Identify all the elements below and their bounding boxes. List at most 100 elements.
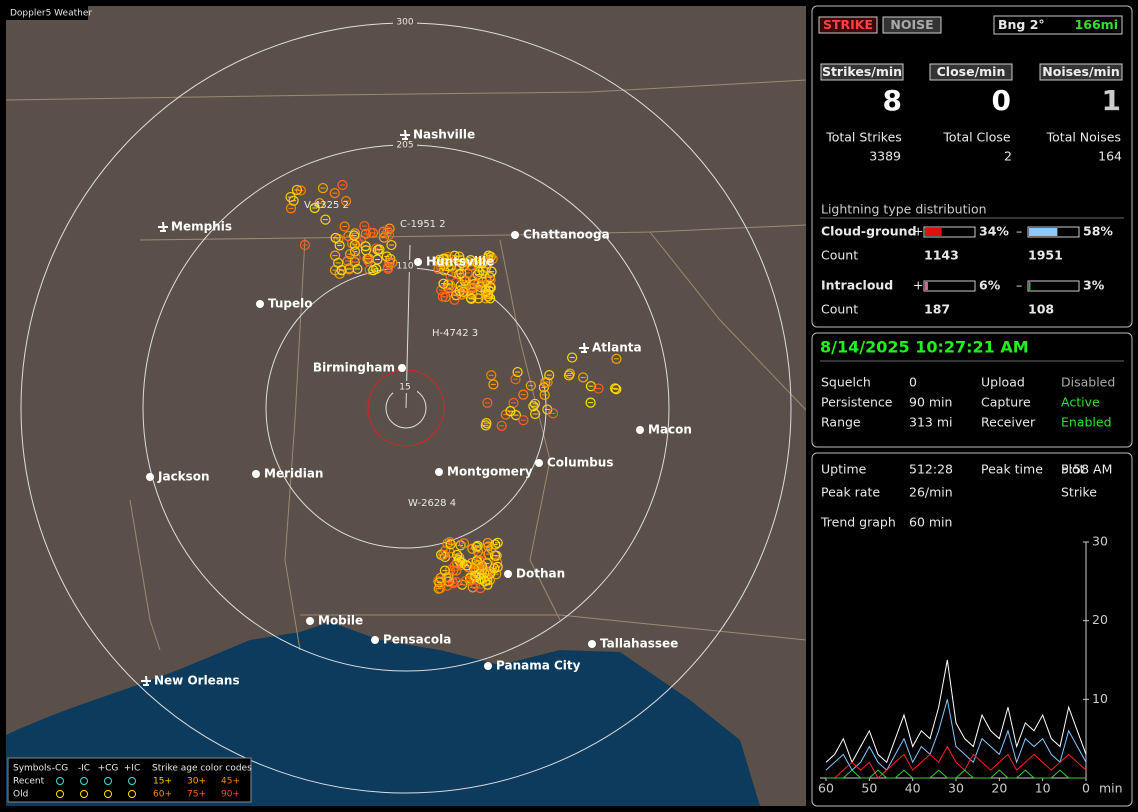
city-label: Dothan (516, 567, 565, 581)
strike (339, 221, 350, 232)
city-label: Panama City (496, 659, 581, 673)
strike (585, 381, 597, 392)
ring-label: 300 (396, 18, 413, 28)
setting: 313 mi (909, 415, 952, 430)
bearing: Bng 2° (998, 17, 1045, 32)
city-label: Columbus (547, 456, 614, 470)
percent-bar (925, 282, 928, 290)
strike (611, 384, 622, 395)
strike (483, 549, 494, 560)
button-label[interactable]: Noises/min (1042, 64, 1119, 79)
strike (609, 383, 621, 394)
city-dot (435, 468, 443, 476)
strike (462, 267, 473, 279)
button-label[interactable]: Strikes/min (822, 64, 902, 79)
strike (432, 576, 444, 587)
airport-icon (400, 129, 410, 141)
strike (510, 374, 521, 385)
strike (360, 228, 371, 240)
strike (486, 543, 497, 554)
setting: Active (1061, 395, 1100, 410)
strike (482, 579, 493, 590)
strike (482, 252, 493, 264)
strike (480, 420, 491, 431)
percent: 58% (1083, 224, 1113, 239)
strike (445, 539, 456, 550)
trend-info: Plot (1061, 462, 1085, 477)
strike (285, 203, 297, 214)
button[interactable] (929, 63, 1013, 81)
setting: Receiver (981, 415, 1036, 430)
legend-symbol (80, 777, 88, 785)
button[interactable] (820, 63, 904, 81)
strike (458, 538, 470, 549)
trend-line (826, 745, 1087, 779)
trend-info: 26/min (909, 485, 953, 500)
distance: 166mi (1075, 17, 1118, 32)
y-tick-label: 10 (1092, 691, 1108, 706)
button-label[interactable]: NOISE (890, 17, 933, 32)
strike (492, 561, 503, 573)
airport-icon (141, 675, 151, 687)
button[interactable] (1039, 63, 1123, 81)
city-label: Atlanta (592, 341, 642, 355)
strike (350, 252, 361, 263)
range-ring (367, 369, 445, 447)
strike (343, 230, 354, 242)
sign: – (1016, 278, 1022, 293)
strike (439, 565, 450, 576)
strike (611, 353, 622, 364)
strike (477, 265, 489, 276)
trend-panel (811, 452, 1133, 807)
city-dot (511, 231, 519, 239)
button-label[interactable]: Close/min (937, 64, 1006, 79)
strike (320, 214, 331, 225)
count: 108 (1028, 302, 1054, 317)
strike (485, 275, 496, 286)
ring-label-bg (393, 260, 417, 272)
button[interactable] (882, 16, 942, 34)
y-tick-label: 30 (1092, 534, 1108, 549)
count: 187 (924, 302, 950, 317)
button[interactable] (818, 16, 878, 34)
city-dot (504, 570, 512, 578)
strike (474, 556, 485, 567)
total-label: Total Strikes (825, 130, 902, 145)
setting: Upload (981, 375, 1025, 390)
trend-span: 60 min (909, 515, 952, 530)
x-tick-label: 10 (1035, 781, 1051, 796)
bar-track (923, 280, 976, 292)
airport-icon (579, 342, 589, 354)
trend-line (826, 769, 1086, 779)
setting: Range (821, 415, 861, 430)
city-label: Montgomery (447, 465, 533, 479)
count-label: Count (821, 248, 858, 263)
trend-info: Strike (1061, 485, 1097, 500)
city-dot (252, 470, 260, 478)
strike (529, 398, 541, 409)
rate-value: 8 (883, 84, 902, 117)
bar-track (1027, 280, 1080, 292)
strike (285, 191, 296, 203)
strike (443, 576, 455, 587)
strike (466, 293, 477, 304)
strike (476, 255, 488, 266)
trend-line (825, 659, 1087, 764)
city-dot (484, 662, 492, 670)
x-tick-label: 60 (818, 781, 834, 796)
legend-label: Strike age color codes (152, 764, 252, 774)
city-label: Birmingham (313, 361, 395, 375)
legend-age: 45+ (221, 777, 240, 787)
strike (480, 285, 491, 297)
strike (454, 251, 465, 262)
button-label[interactable]: STRIKE (823, 17, 873, 32)
rate-value: 1 (1102, 84, 1121, 117)
strike (329, 188, 340, 199)
strike (349, 246, 361, 257)
city-dot (588, 640, 596, 648)
strike (359, 221, 370, 232)
x-unit: min (1099, 781, 1123, 796)
strike (476, 258, 488, 269)
percent-bar (925, 228, 942, 236)
